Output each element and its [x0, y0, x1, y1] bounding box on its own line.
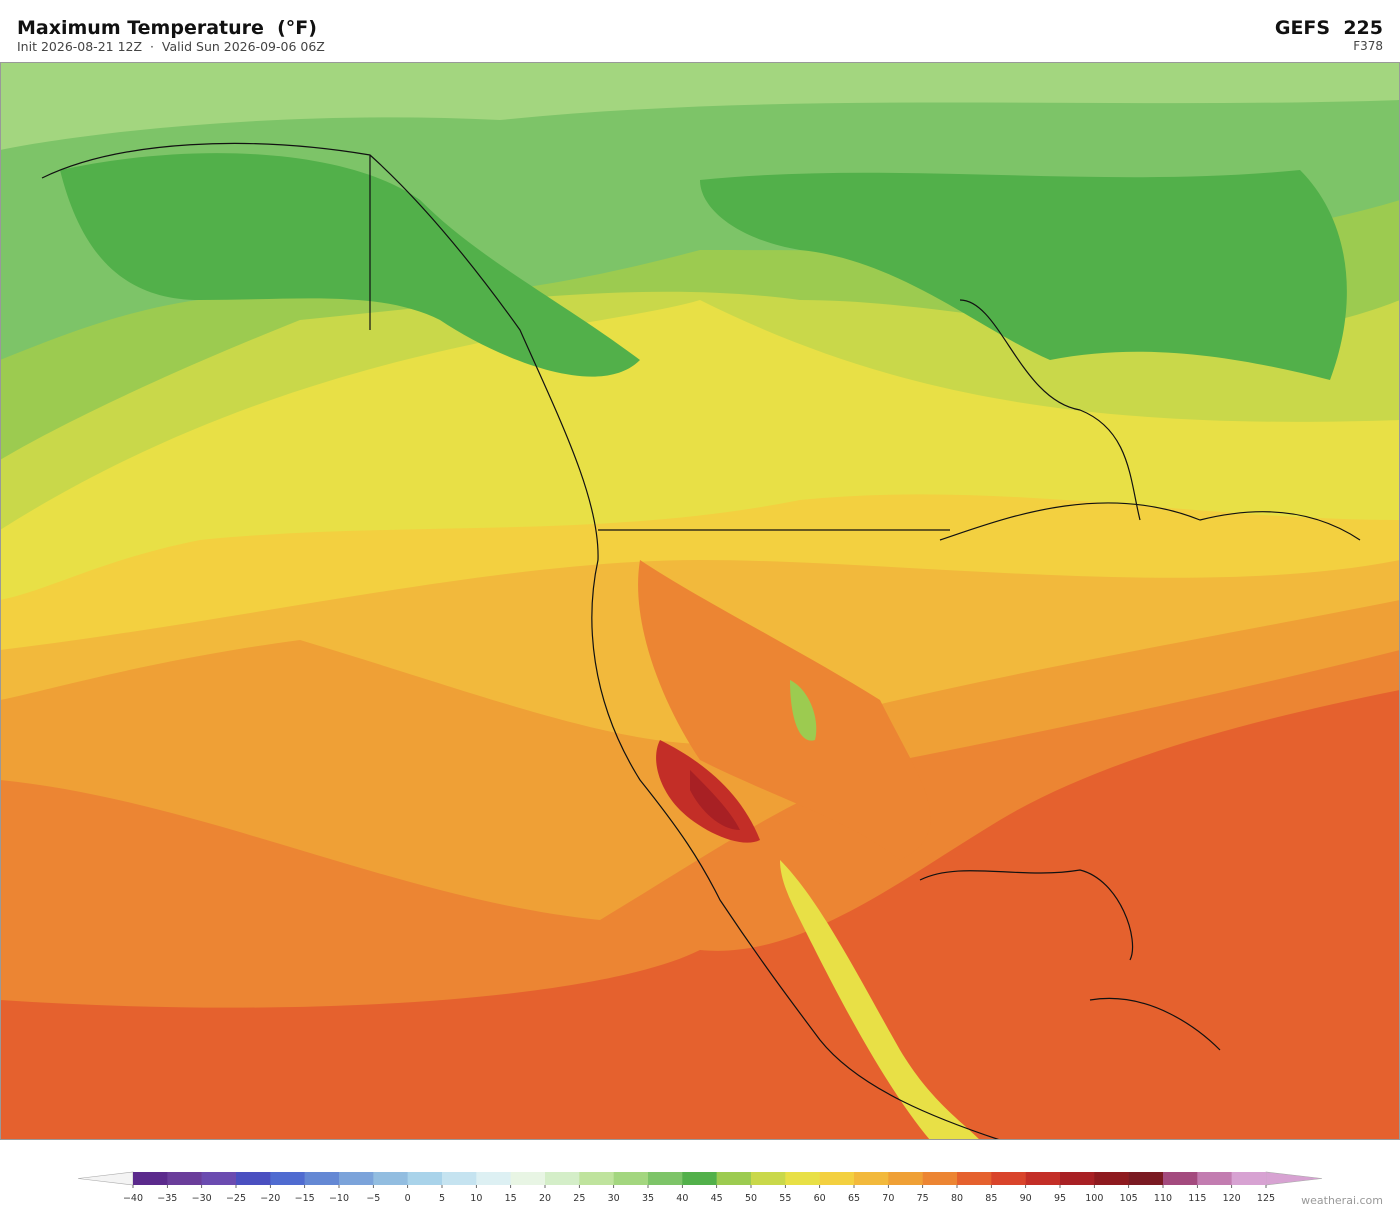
colorbar-tick-label: 95: [1054, 1193, 1066, 1204]
field: [0, 62, 1400, 150]
colorbar-tick-label: 110: [1154, 1193, 1172, 1204]
forecast-hour: F378: [1353, 39, 1383, 53]
colorbar-tick-label: 50: [745, 1193, 757, 1204]
colorbar-segment: [236, 1172, 271, 1185]
colorbar-tick-label: −15: [295, 1193, 315, 1204]
coastline: [41, 142, 1361, 1140]
colorbar-tick-label: 20: [539, 1193, 551, 1204]
colorbar-segment: [613, 1172, 649, 1185]
colorbar-tick-label: 0: [405, 1193, 411, 1204]
colorbar-tick-label: 80: [951, 1193, 963, 1204]
colorbar-tick-label: 60: [814, 1193, 826, 1204]
colorbar-segment: [1163, 1172, 1198, 1185]
colorbar-tick-label: 100: [1085, 1193, 1103, 1204]
colorbar-segment: [991, 1172, 1026, 1185]
subtitle: Init 2026-08-21 12Z · Valid Sun 2026-09-…: [17, 39, 325, 54]
colorbar-tick-label: −30: [192, 1193, 212, 1204]
colorbar-tick-label: 55: [779, 1193, 791, 1204]
colorbar-tick-label: 40: [676, 1193, 688, 1204]
colorbar-tick-label: 115: [1188, 1193, 1206, 1204]
field: [780, 860, 980, 1140]
field: [690, 770, 740, 830]
colorbar-segment: [648, 1172, 683, 1185]
colorbar-extend-high: [1265, 1171, 1323, 1186]
colorbar-segment: [957, 1172, 992, 1185]
colorbar-segment: [854, 1172, 889, 1185]
colorbar-segment: [785, 1172, 820, 1185]
colorbar-segment: [167, 1172, 202, 1185]
colorbar-segment: [304, 1172, 340, 1185]
colorbar-segment: [545, 1172, 580, 1185]
colorbar-tick-label: 35: [642, 1193, 654, 1204]
colorbar-tick-label: 5: [439, 1193, 445, 1204]
colorbar-tick-label: 15: [505, 1193, 517, 1204]
colorbar-tick-label: 65: [848, 1193, 860, 1204]
colorbar-segment: [510, 1172, 546, 1185]
colorbar-segment: [1025, 1172, 1061, 1185]
colorbar-tick-label: −40: [123, 1193, 143, 1204]
colorbar-tick-label: −35: [157, 1193, 177, 1204]
colorbar-segment: [1128, 1172, 1164, 1185]
colorbar-tick-label: 70: [882, 1193, 894, 1204]
colorbar-segment: [339, 1172, 374, 1185]
colorbar-segment: [922, 1172, 958, 1185]
colorbar-segment: [579, 1172, 614, 1185]
colorbar-tick-label: −25: [226, 1193, 246, 1204]
colorbar-segment: [1197, 1172, 1232, 1185]
field: [638, 560, 931, 860]
colorbar-segment: [751, 1172, 786, 1185]
colorbar-tick-label: 10: [470, 1193, 482, 1204]
colorbar-segment: [1231, 1172, 1267, 1185]
colorbar-segment: [888, 1172, 923, 1185]
colorbar-segment: [201, 1172, 237, 1185]
colorbar-segment: [270, 1172, 305, 1185]
colorbar-segment: [476, 1172, 511, 1185]
colorbar-segment: [1060, 1172, 1095, 1185]
colorbar-tick-label: 25: [573, 1193, 585, 1204]
field: [60, 153, 1347, 380]
colorbar-tick-label: 85: [985, 1193, 997, 1204]
colorbar-extend-low: [77, 1171, 134, 1186]
colorbar-segment: [407, 1172, 443, 1185]
colorbar-tick-label: −10: [329, 1193, 349, 1204]
colorbar-segment: [1094, 1172, 1129, 1185]
credit: weatherai.com: [1301, 1194, 1383, 1207]
colorbar-tick-label: −5: [366, 1193, 380, 1204]
colorbar-segment: [373, 1172, 408, 1185]
colorbar-segment: [682, 1172, 717, 1185]
colorbar-segment: [819, 1172, 855, 1185]
colorbar-tick-label: 45: [711, 1193, 723, 1204]
colorbar: −40 −35 −30 −25 −20 −15 −10 −5 0 5 10 15 20 25 30 35 40 4…: [77, 1171, 1323, 1204]
colorbar-tick-label: 90: [1020, 1193, 1032, 1204]
model-name: GEFS 225: [1275, 17, 1383, 39]
colorbar-tick-label: 30: [608, 1193, 620, 1204]
colorbar-segment: [716, 1172, 752, 1185]
colorbar-tick-label: 75: [917, 1193, 929, 1204]
colorbar-segment: [133, 1172, 168, 1185]
colorbar-segment: [442, 1172, 477, 1185]
colorbar-tick-label: 105: [1120, 1193, 1138, 1204]
colorbar-tick-label: 125: [1257, 1193, 1275, 1204]
colorbar-tick-label: −20: [260, 1193, 280, 1204]
map: [0, 62, 1400, 1140]
field: [790, 680, 817, 741]
colorbar-tick-label: 120: [1223, 1193, 1241, 1204]
title: Maximum Temperature (°F): [17, 17, 317, 39]
